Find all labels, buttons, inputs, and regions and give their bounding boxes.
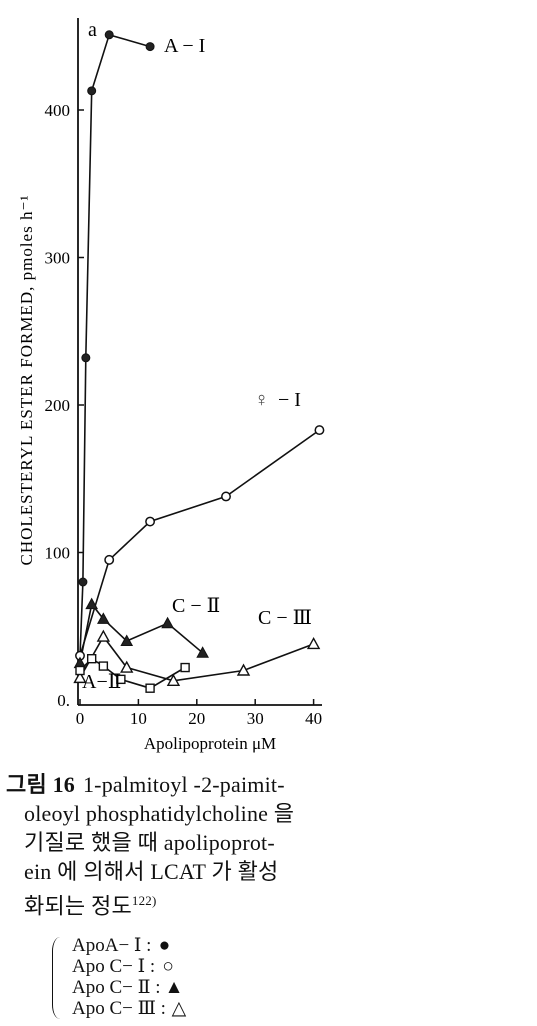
annotation-a-i: A − I — [164, 35, 205, 57]
axes — [77, 18, 322, 706]
x-tick-label: 30 — [247, 709, 264, 728]
annotation-c-i: − I — [278, 389, 301, 411]
annotation-a-ii: A−Ⅱ — [82, 671, 121, 693]
annotations: A − I − I C − Ⅱ C − Ⅲ A−Ⅱ ♀ — [82, 35, 312, 693]
y-tick-label: 0. — [57, 691, 70, 710]
data-point-open-triangle — [236, 663, 251, 676]
x-tick-label: 40 — [305, 709, 322, 728]
caption-line-5: 화되는 정도122) — [6, 886, 531, 920]
data-point-open-square — [180, 662, 190, 673]
caption-line-2: oleoyl phosphatidylcholine 을 — [24, 801, 295, 826]
figure-caption: 그림 16 1-palmitoyl -2-paimit- oleoyl phosp… — [6, 770, 531, 920]
data-point-open-square — [116, 674, 126, 685]
y-tick-label: 100 — [45, 544, 71, 563]
x-axis-label: Apolipoprotein μM — [144, 734, 276, 753]
caption-line-1: 1-palmitoyl -2-paimit- — [82, 772, 285, 797]
chart: 0. 100 200 300 400 0 10 20 30 40 A − I − I C − Ⅱ C … — [17, 18, 325, 753]
legend-item-apoc-i: Apo C− Ⅰ : ○ — [52, 956, 188, 977]
open-circle-icon: ○ — [162, 956, 174, 977]
data-point-open-square — [75, 665, 85, 676]
legend-brace — [52, 937, 61, 1019]
y-axis-label: CHOLESTERYL ESTER FORMED, pmoles h⁻¹ — [17, 194, 36, 565]
caption-line-5-text: 화되는 정도 — [24, 893, 132, 919]
caption-line-4: ein 에 의해서 LCAT 가 활성 — [24, 859, 279, 884]
y-tick-label: 300 — [45, 249, 71, 268]
figure-number: 그림 16 — [6, 772, 75, 797]
data-point-open-square — [86, 654, 97, 664]
annotation-c-ii: C − Ⅱ — [172, 595, 220, 617]
series-markers — [73, 30, 325, 693]
open-triangle-icon: △ — [171, 998, 187, 1019]
legend-item-apoa-i: ApoA− Ⅰ : ● — [52, 935, 188, 956]
x-tick-label: 20 — [188, 709, 205, 728]
legend-item-apoc-iii: Apo C− Ⅲ : △ — [52, 998, 188, 1019]
data-point-filled-triangle — [196, 646, 209, 658]
data-point-filled-circle — [104, 30, 114, 40]
data-point-open-circle — [145, 516, 156, 527]
data-point-filled-circle — [81, 353, 91, 363]
data-point-open-square — [145, 683, 155, 693]
data-point-filled-circle — [145, 42, 155, 52]
data-point-filled-circle — [78, 577, 88, 587]
y-tick-label: 200 — [45, 396, 71, 415]
caption-reference: 122) — [131, 893, 157, 908]
x-tick-label: 0 — [76, 709, 85, 728]
x-tick-label: 10 — [130, 709, 147, 728]
y-tick-label: 400 — [45, 101, 71, 120]
legend-item-apoc-ii: Apo C− Ⅱ : ▲ — [52, 977, 188, 998]
data-point-open-triangle — [120, 660, 134, 673]
data-point-open-square — [98, 661, 109, 671]
panel-label: a — [88, 19, 97, 41]
filled-circle-icon: ● — [158, 935, 171, 956]
data-point-filled-triangle — [120, 634, 134, 646]
data-point-filled-triangle — [161, 616, 174, 629]
data-point-open-circle — [104, 554, 115, 565]
legend-label: Apo C− Ⅲ : — [72, 998, 166, 1019]
data-point-open-triangle — [96, 629, 111, 642]
legend: ApoA− Ⅰ : ● Apo C− Ⅰ : ○ Apo C− Ⅱ : ▲ Apo C… — [52, 935, 188, 1019]
data-point-filled-circle — [87, 86, 97, 96]
smudge-icon: ♀ — [254, 389, 269, 411]
filled-triangle-icon: ▲ — [164, 977, 184, 998]
data-point-filled-triangle — [85, 597, 99, 610]
data-point-open-circle — [221, 491, 231, 502]
data-point-open-triangle — [73, 670, 87, 684]
data-point-open-circle — [314, 425, 325, 436]
y-ticks: 0. 100 200 300 400 — [45, 101, 84, 710]
legend-label: ApoA− Ⅰ : — [72, 935, 152, 956]
legend-label: Apo C− Ⅰ : — [72, 956, 156, 977]
data-point-open-triangle — [166, 673, 181, 687]
caption-line-3: 기질로 했을 때 apolipoprot- — [24, 830, 275, 855]
series-line-0 — [79, 33, 151, 656]
annotation-c-iii: C − Ⅲ — [258, 607, 312, 629]
series-lines — [79, 33, 320, 690]
legend-label: Apo C− Ⅱ : — [72, 977, 161, 998]
x-ticks: 0 10 20 30 40 — [76, 699, 322, 728]
series-line-3 — [79, 635, 314, 682]
data-point-filled-triangle — [97, 612, 110, 624]
data-point-open-triangle — [306, 636, 321, 650]
